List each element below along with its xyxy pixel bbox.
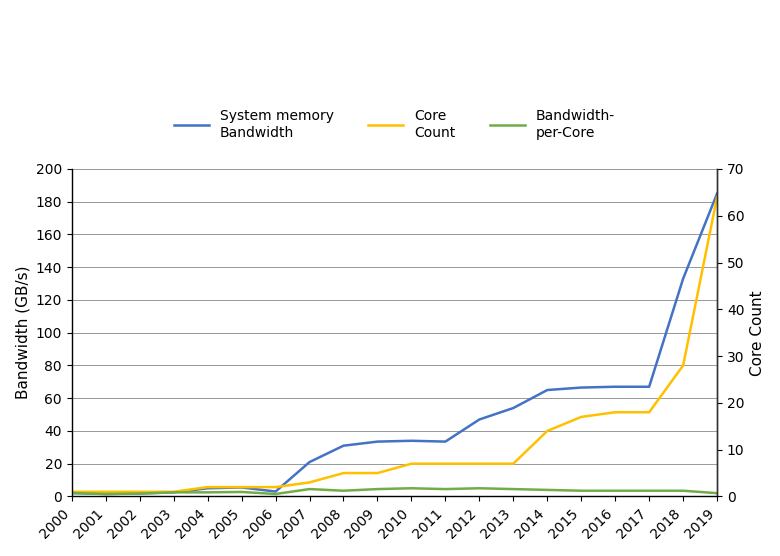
System memory
Bandwidth xyxy=(475,416,484,423)
System memory
Bandwidth xyxy=(373,438,382,445)
System memory
Bandwidth xyxy=(406,438,416,444)
System memory
Bandwidth xyxy=(203,485,212,492)
Core
Count xyxy=(373,470,382,476)
System memory
Bandwidth xyxy=(679,275,688,282)
Bandwidth-
per-Core xyxy=(509,486,518,493)
System memory
Bandwidth xyxy=(169,489,179,496)
Bandwidth-
per-Core xyxy=(611,488,620,494)
System memory
Bandwidth xyxy=(339,443,348,449)
Bandwidth-
per-Core xyxy=(135,490,144,497)
Core
Count xyxy=(169,488,179,495)
Bandwidth-
per-Core xyxy=(406,485,416,492)
Bandwidth-
per-Core xyxy=(441,486,450,493)
Bandwidth-
per-Core xyxy=(644,488,654,494)
System memory
Bandwidth xyxy=(135,490,144,497)
System memory
Bandwidth xyxy=(509,405,518,411)
System memory
Bandwidth xyxy=(305,459,314,465)
System memory
Bandwidth xyxy=(644,384,654,390)
Bandwidth-
per-Core xyxy=(373,486,382,493)
System memory
Bandwidth xyxy=(67,490,76,497)
Core
Count xyxy=(135,488,144,495)
Bandwidth-
per-Core xyxy=(712,490,722,497)
System memory
Bandwidth xyxy=(101,490,111,497)
Core
Count xyxy=(441,460,450,467)
Y-axis label: Bandwidth (GB/s): Bandwidth (GB/s) xyxy=(15,266,30,399)
Core
Count xyxy=(271,484,280,490)
Core
Count xyxy=(203,484,212,490)
System memory
Bandwidth xyxy=(271,488,280,495)
Core
Count xyxy=(712,193,722,200)
Core
Count xyxy=(237,484,246,490)
Bandwidth-
per-Core xyxy=(679,488,688,494)
Bandwidth-
per-Core xyxy=(576,488,586,494)
Core
Count xyxy=(644,409,654,415)
System memory
Bandwidth xyxy=(576,384,586,391)
Line: Core
Count: Core Count xyxy=(72,197,717,492)
Core
Count xyxy=(475,460,484,467)
System memory
Bandwidth xyxy=(441,438,450,445)
Y-axis label: Core Count: Core Count xyxy=(750,290,765,375)
System memory
Bandwidth xyxy=(712,190,722,197)
Core
Count xyxy=(576,414,586,420)
Core
Count xyxy=(611,409,620,415)
Line: Bandwidth-
per-Core: Bandwidth- per-Core xyxy=(72,488,717,494)
Core
Count xyxy=(339,470,348,476)
Core
Count xyxy=(305,479,314,486)
Bandwidth-
per-Core xyxy=(101,490,111,497)
Bandwidth-
per-Core xyxy=(169,489,179,496)
Core
Count xyxy=(679,362,688,369)
System memory
Bandwidth xyxy=(611,384,620,390)
Core
Count xyxy=(509,460,518,467)
Line: System memory
Bandwidth: System memory Bandwidth xyxy=(72,193,717,494)
Legend: System memory
Bandwidth, Core
Count, Bandwidth-
per-Core: System memory Bandwidth, Core Count, Ban… xyxy=(168,104,621,145)
Bandwidth-
per-Core xyxy=(271,490,280,497)
Bandwidth-
per-Core xyxy=(203,489,212,496)
Core
Count xyxy=(406,460,416,467)
Bandwidth-
per-Core xyxy=(543,486,552,493)
System memory
Bandwidth xyxy=(543,386,552,393)
Core
Count xyxy=(101,488,111,495)
System memory
Bandwidth xyxy=(237,484,246,491)
Bandwidth-
per-Core xyxy=(305,486,314,493)
Bandwidth-
per-Core xyxy=(237,489,246,495)
Bandwidth-
per-Core xyxy=(475,485,484,492)
Bandwidth-
per-Core xyxy=(339,488,348,494)
Core
Count xyxy=(543,428,552,434)
Bandwidth-
per-Core xyxy=(67,490,76,497)
Core
Count xyxy=(67,488,76,495)
